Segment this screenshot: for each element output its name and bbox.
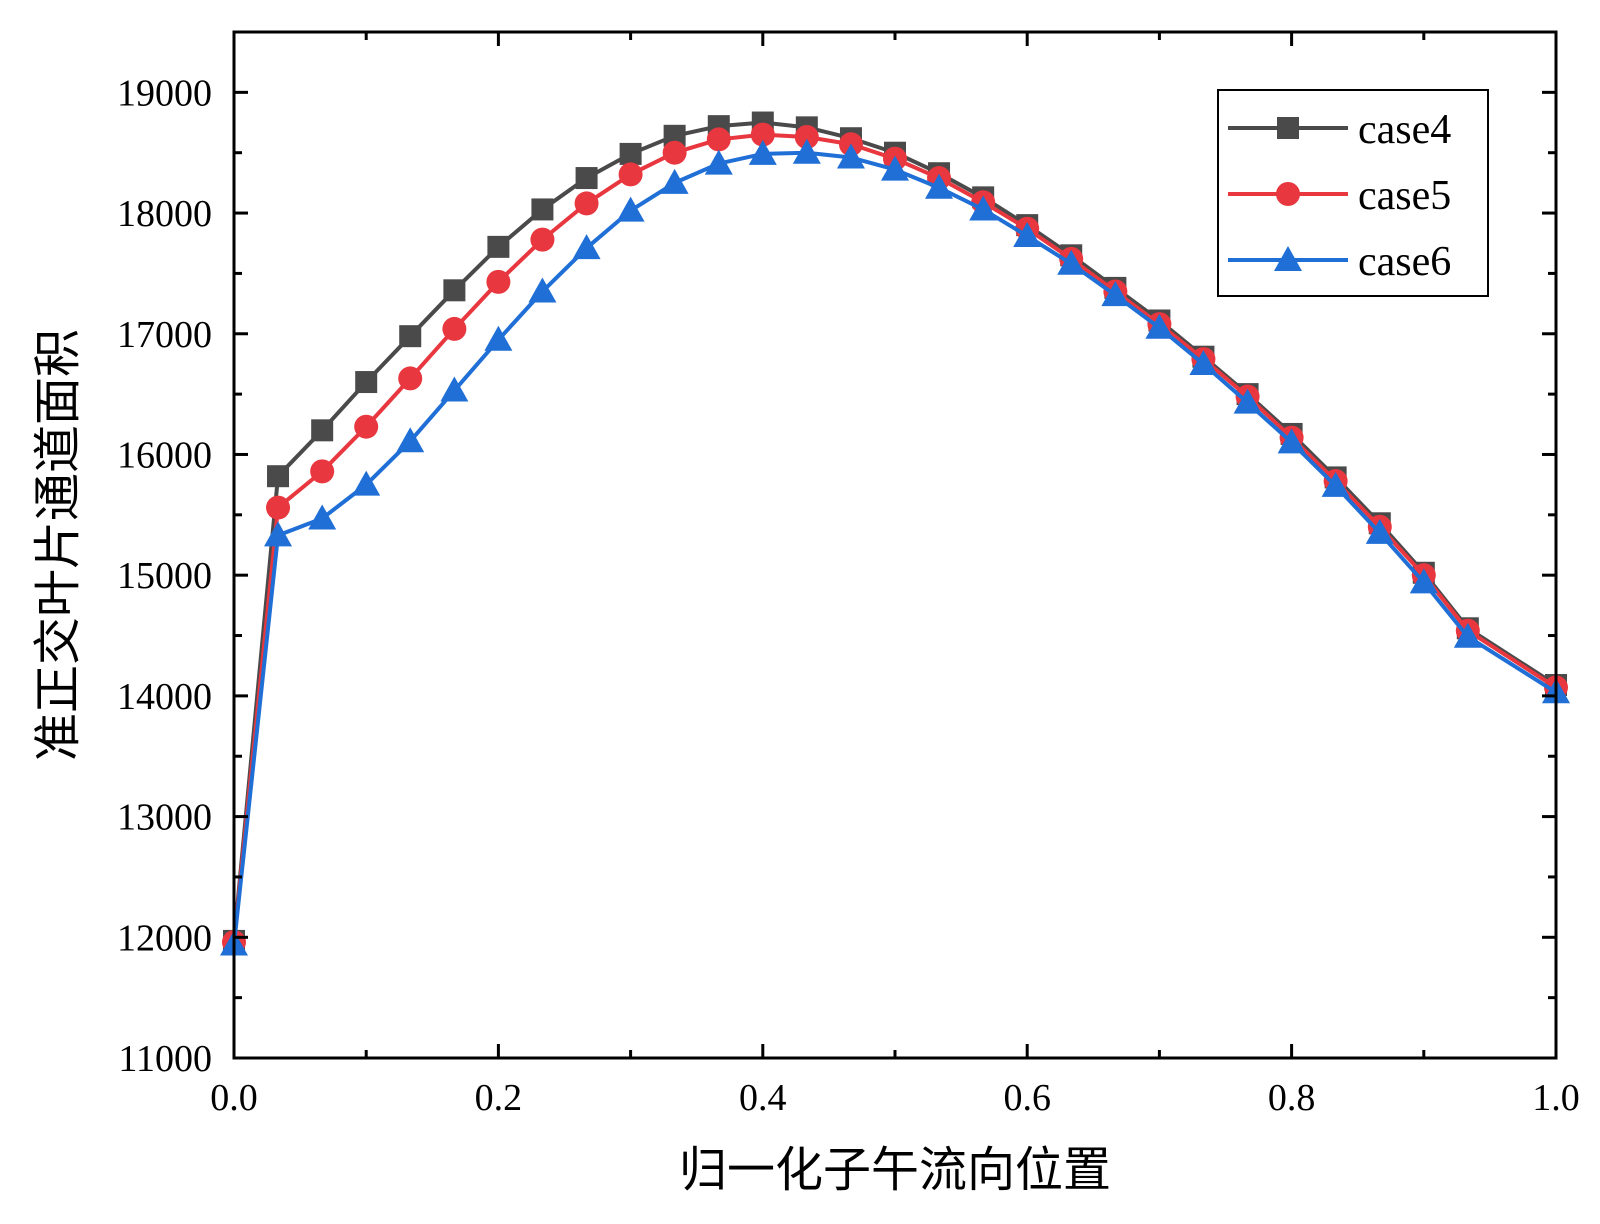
data-point-case6 [352,470,381,496]
data-point-case6 [528,277,557,303]
data-point-case6 [925,173,954,199]
legend-item-case5: case5 [1228,173,1451,219]
data-point-case6 [1233,388,1262,414]
data-point-case5 [574,191,599,216]
data-point-case4 [443,279,466,302]
data-point-case5 [706,127,731,152]
data-point-case5 [530,227,555,252]
data-point-case6 [1409,568,1438,594]
y-tick-label: 14000 [117,676,212,718]
y-tick-label: 15000 [117,555,212,597]
data-point-case4 [399,325,422,348]
data-point-case6 [748,139,777,165]
data-point-case5 [310,459,335,484]
data-point-case6 [1321,471,1350,497]
x-tick-label: 0.6 [1003,1077,1051,1119]
legend-marker [1274,246,1302,271]
y-tick-label: 17000 [117,314,212,356]
legend: case4 case5 case6 [1217,89,1489,297]
series-case6 [220,138,1570,956]
data-point-case4 [531,198,554,221]
y-axis-title: 准正交叶片通道面积 [30,329,86,761]
data-point-case6 [1101,281,1130,307]
legend-item-case4: case4 [1228,107,1451,153]
y-tick-label: 12000 [117,917,212,959]
data-point-case6 [616,196,645,222]
data-point-case6 [881,155,909,181]
legend-label: case6 [1358,239,1451,285]
data-point-case6 [1189,349,1218,375]
data-point-case5 [618,162,643,187]
data-point-case6 [1277,428,1306,454]
x-tick-label: 1.0 [1532,1077,1580,1119]
legend-marker [1276,182,1300,206]
data-point-case6 [308,504,337,530]
data-point-case6 [836,143,865,169]
data-point-case5 [442,316,467,341]
data-point-case6 [1057,249,1086,275]
data-point-case6 [1145,313,1174,339]
data-point-case6 [792,138,821,164]
data-point-case6 [704,149,733,175]
data-point-case4 [267,465,290,488]
y-tick-label: 19000 [117,72,212,114]
data-point-case6 [440,376,469,402]
data-point-case6 [572,234,601,260]
y-tick-label: 13000 [117,797,212,839]
legend-label: case5 [1358,173,1451,219]
x-tick-label: 0.0 [210,1077,258,1119]
data-point-case4 [575,167,598,190]
data-point-case5 [486,269,511,294]
data-point-case6 [1365,518,1394,544]
data-point-case5 [398,366,423,391]
data-point-case5 [354,414,379,439]
data-point-case6 [1453,622,1482,648]
data-point-case4 [487,235,510,258]
data-point-case6 [969,195,998,221]
data-point-case5 [750,122,775,147]
x-tick-label: 0.8 [1268,1077,1316,1119]
data-point-case4 [663,124,686,147]
x-tick-label: 0.4 [739,1077,787,1119]
legend-item-case6: case6 [1228,239,1451,285]
y-tick-label: 16000 [117,434,212,476]
data-point-case6 [1013,221,1042,247]
data-point-case4 [619,142,642,165]
x-tick-label: 0.2 [475,1077,523,1119]
data-point-case5 [266,495,291,520]
legend-label: case4 [1358,107,1451,153]
data-point-case6 [484,325,513,351]
data-point-case6 [396,427,425,453]
data-point-case6 [660,168,689,194]
data-point-case4 [355,371,378,394]
series-layer [220,111,1570,956]
x-axis-title: 归一化子午流向位置 [679,1142,1111,1198]
axis-layer: 0.0 0.2 0.4 0.6 0.8 1.0 11000 12000 13000 14000 15… [117,30,1580,1119]
y-tick-label: 11000 [118,1038,212,1080]
data-point-case5 [662,140,687,165]
data-point-case6 [264,521,293,547]
data-point-case4 [311,419,334,442]
y-tick-label: 18000 [117,193,212,235]
legend-marker [1277,117,1299,139]
data-point-case5 [794,125,819,150]
